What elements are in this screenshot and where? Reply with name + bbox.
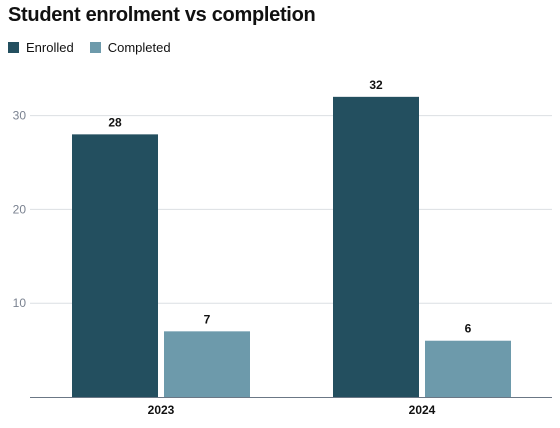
bar-enrolled-2023 [72,134,158,398]
legend-swatch-completed [89,42,101,53]
legend: Enrolled Completed [8,40,187,55]
bar-completed-2023 [164,331,250,397]
legend-item-completed: Completed [89,40,171,55]
legend-item-enrolled: Enrolled [8,40,74,55]
x-tick-label-2024: 2024 [409,403,436,417]
data-label-enrolled-2024: 32 [369,78,383,92]
data-label-enrolled-2023: 28 [108,115,122,129]
y-tick-label: 10 [13,296,27,310]
legend-label-enrolled: Enrolled [26,40,74,55]
legend-swatch-enrolled [8,42,19,53]
bar-enrolled-2024 [333,96,419,397]
y-tick-label: 30 [13,109,27,123]
y-tick-label: 20 [13,202,27,216]
legend-label-completed: Completed [107,40,171,55]
bar-completed-2024 [425,340,511,397]
x-tick-label-2023: 2023 [148,403,175,417]
chart-title: Student enrolment vs completion [8,4,316,26]
data-label-completed-2023: 7 [204,312,211,326]
data-label-completed-2024: 6 [465,322,472,336]
